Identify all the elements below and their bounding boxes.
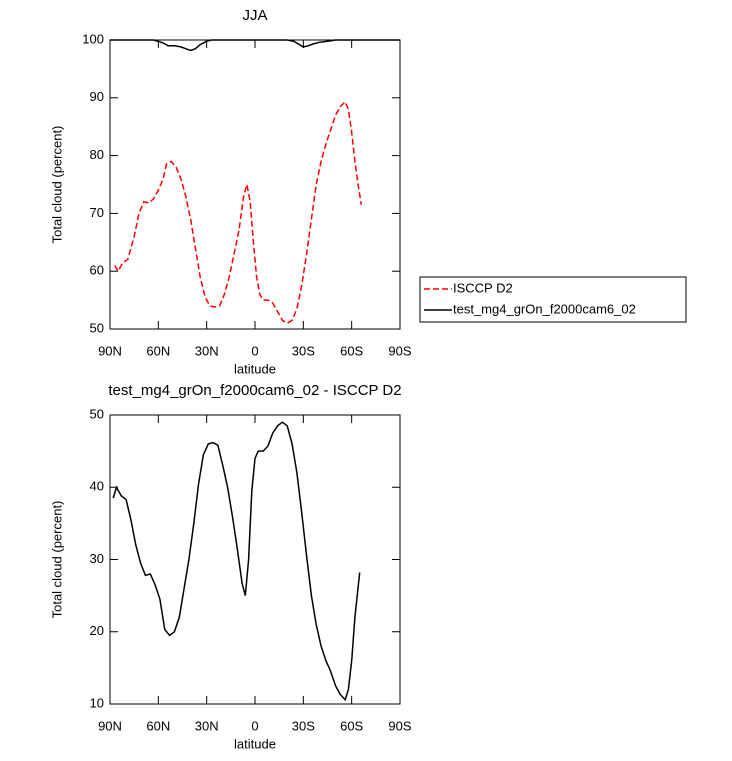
x-tick-label: 30N xyxy=(195,343,219,358)
x-tick-label: 90S xyxy=(388,718,411,733)
y-tick-label: 30 xyxy=(90,551,104,566)
x-tick-label: 30S xyxy=(292,343,315,358)
x-axis-label: latitude xyxy=(234,361,276,376)
x-tick-label: 90N xyxy=(98,718,122,733)
chart-title: test_mg4_grOn_f2000cam6_02 - ISCCP D2 xyxy=(108,382,401,399)
legend-label: test_mg4_grOn_f2000cam6_02 xyxy=(453,301,636,316)
y-tick-label: 50 xyxy=(90,320,104,335)
x-tick-label: 90S xyxy=(388,343,411,358)
y-axis-label: Total cloud (percent) xyxy=(49,501,64,619)
x-tick-label: 30N xyxy=(195,718,219,733)
y-tick-label: 40 xyxy=(90,479,104,494)
x-tick-label: 0 xyxy=(251,718,258,733)
plot-frame xyxy=(109,39,401,330)
data-line xyxy=(112,421,361,702)
x-tick-label: 0 xyxy=(251,343,258,358)
x-tick-label: 60S xyxy=(340,718,363,733)
x-tick-label: 60N xyxy=(146,343,170,358)
series-line xyxy=(110,39,400,52)
x-tick-label: 60S xyxy=(340,343,363,358)
x-tick-label: 30S xyxy=(292,718,315,733)
y-tick-label: 10 xyxy=(90,695,104,710)
y-tick-label: 70 xyxy=(90,205,104,220)
y-axis-label: Total cloud (percent) xyxy=(49,126,64,244)
x-tick-label: 60N xyxy=(146,718,170,733)
y-tick-label: 80 xyxy=(90,147,104,162)
legend-label: ISCCP D2 xyxy=(453,280,513,295)
legend-box xyxy=(419,276,687,323)
series-line xyxy=(114,100,363,325)
x-axis-label: latitude xyxy=(234,736,276,751)
y-tick-label: 100 xyxy=(82,31,104,46)
y-tick-label: 20 xyxy=(90,623,104,638)
x-tick-label: 90N xyxy=(98,343,122,358)
chart-title: JJA xyxy=(242,7,267,24)
y-tick-label: 90 xyxy=(90,89,104,104)
y-tick-label: 60 xyxy=(90,263,104,278)
y-tick-label: 50 xyxy=(90,406,104,421)
